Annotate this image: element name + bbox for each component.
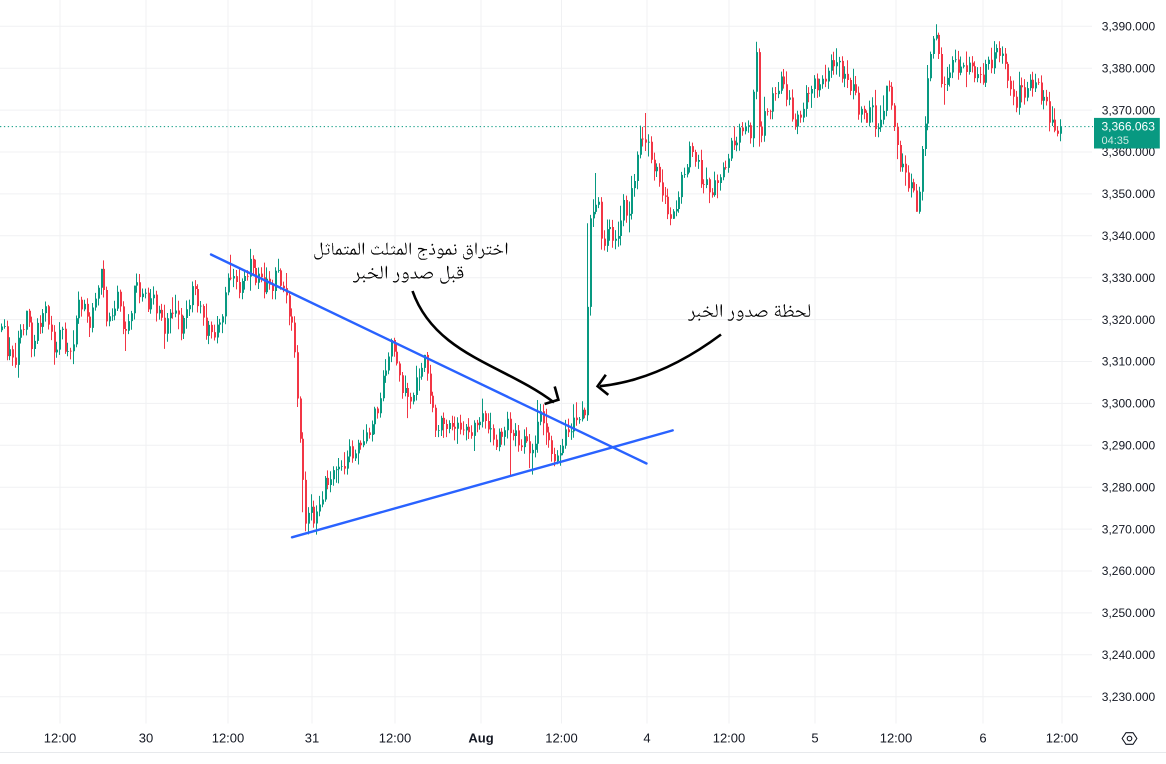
- svg-text:3,230.000: 3,230.000: [1102, 690, 1156, 704]
- svg-text:3,366.063: 3,366.063: [1102, 120, 1156, 134]
- svg-text:12:00: 12:00: [880, 730, 913, 745]
- svg-text:4: 4: [643, 730, 650, 745]
- svg-text:31: 31: [305, 730, 319, 745]
- svg-text:Aug: Aug: [468, 730, 493, 745]
- svg-text:5: 5: [811, 730, 818, 745]
- svg-text:3,290.000: 3,290.000: [1102, 439, 1156, 453]
- svg-text:3,280.000: 3,280.000: [1102, 480, 1156, 494]
- svg-text:3,320.000: 3,320.000: [1102, 313, 1156, 327]
- svg-text:12:00: 12:00: [1046, 730, 1079, 745]
- svg-text:3,390.000: 3,390.000: [1102, 20, 1156, 34]
- svg-text:12:00: 12:00: [545, 730, 578, 745]
- svg-text:12:00: 12:00: [44, 730, 77, 745]
- svg-text:3,350.000: 3,350.000: [1102, 187, 1156, 201]
- svg-text:04:35: 04:35: [1102, 135, 1130, 147]
- svg-text:3,310.000: 3,310.000: [1102, 355, 1156, 369]
- svg-text:6: 6: [979, 730, 986, 745]
- svg-text:30: 30: [139, 730, 153, 745]
- svg-text:3,270.000: 3,270.000: [1102, 522, 1156, 536]
- svg-text:3,380.000: 3,380.000: [1102, 61, 1156, 75]
- svg-text:3,330.000: 3,330.000: [1102, 271, 1156, 285]
- svg-text:3,300.000: 3,300.000: [1102, 397, 1156, 411]
- svg-text:12:00: 12:00: [379, 730, 412, 745]
- svg-text:3,340.000: 3,340.000: [1102, 229, 1156, 243]
- svg-text:3,250.000: 3,250.000: [1102, 606, 1156, 620]
- svg-text:3,260.000: 3,260.000: [1102, 564, 1156, 578]
- svg-text:12:00: 12:00: [212, 730, 245, 745]
- svg-text:3,360.000: 3,360.000: [1102, 145, 1156, 159]
- svg-text:3,240.000: 3,240.000: [1102, 648, 1156, 662]
- svg-text:12:00: 12:00: [713, 730, 746, 745]
- svg-text:3,370.000: 3,370.000: [1102, 103, 1156, 117]
